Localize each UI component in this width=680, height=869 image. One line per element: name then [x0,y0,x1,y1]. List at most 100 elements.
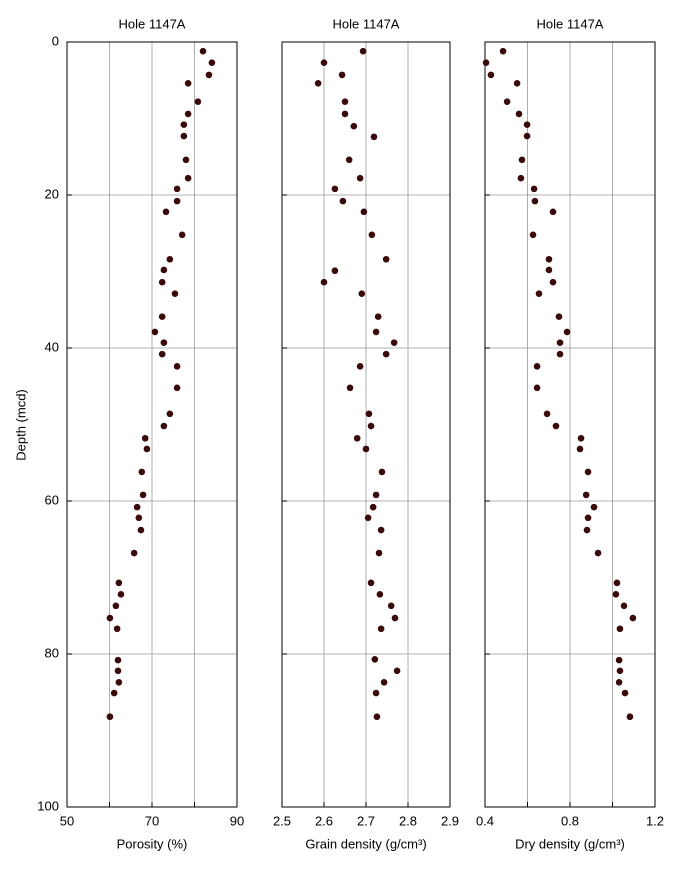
point [373,713,381,721]
point [367,579,375,587]
point [626,713,634,721]
point [391,614,399,622]
chart-title: Hole 1147A [119,16,186,31]
x-tick-label: 50 [60,813,74,828]
point [345,156,353,164]
plot-frame [484,41,656,808]
point [151,328,159,336]
point [390,339,398,346]
x-axis-label: Dry density (g/cm³) [515,836,625,851]
point [615,679,623,686]
point [173,197,181,205]
point [545,266,553,274]
point [530,185,538,193]
point [341,110,349,118]
point [339,197,347,205]
point [205,71,213,79]
point [543,410,551,418]
point [356,363,364,370]
point [356,174,364,182]
point [374,313,382,320]
point [629,614,637,622]
point [372,689,380,697]
point [331,267,339,275]
point [382,350,390,358]
point [367,422,375,430]
x-tick-label: 90 [230,813,244,828]
point [166,410,174,418]
point [378,468,386,476]
point [137,526,145,534]
point [158,313,166,320]
point [320,278,328,286]
point [133,503,141,511]
point [529,231,537,239]
point [338,71,346,79]
point [199,47,207,55]
x-tick-label: 70 [145,813,159,828]
point [369,503,377,511]
point [583,526,591,534]
point [139,491,147,499]
point [160,266,168,274]
x-axis-label: Grain density (g/cm³) [305,836,426,851]
point [358,290,366,297]
point [621,689,629,697]
point [184,110,192,118]
point [377,526,385,534]
point [518,156,526,164]
point [487,71,495,79]
point [158,350,166,358]
point [531,197,539,205]
plot-frame [66,41,238,808]
y-tick-label: 20 [45,186,59,201]
point [523,121,531,128]
point [182,156,190,164]
point [143,445,151,453]
point [180,121,188,128]
point [135,514,143,522]
point [130,549,138,557]
point [393,667,401,675]
point [346,384,354,392]
point [552,422,560,430]
point [590,503,598,511]
point [138,468,146,476]
x-tick-label: 2.8 [399,813,417,828]
point [545,255,553,263]
y-tick-label: 80 [45,645,59,660]
plot-frame [281,41,451,808]
point [162,208,170,216]
point [106,713,114,721]
point [314,80,322,87]
point [584,514,592,522]
point [620,602,628,610]
point [523,132,531,140]
point [371,656,379,663]
x-axis-label: Porosity (%) [117,836,188,851]
point [194,98,202,105]
point [556,339,564,346]
point [113,625,121,633]
point [173,384,181,392]
point [499,47,507,55]
point [173,363,181,370]
point [114,656,122,664]
point [350,122,358,130]
point [376,591,384,598]
point [482,59,490,66]
point [117,591,125,598]
point [582,491,590,499]
point [115,579,123,587]
point [555,313,563,320]
y-tick-label: 60 [45,492,59,507]
point [584,468,592,476]
point [364,514,372,522]
point [362,445,370,453]
point [372,491,380,499]
point [331,185,339,193]
point [613,579,621,587]
point [180,132,188,140]
point [359,47,367,55]
x-tick-label: 2.6 [315,813,333,828]
